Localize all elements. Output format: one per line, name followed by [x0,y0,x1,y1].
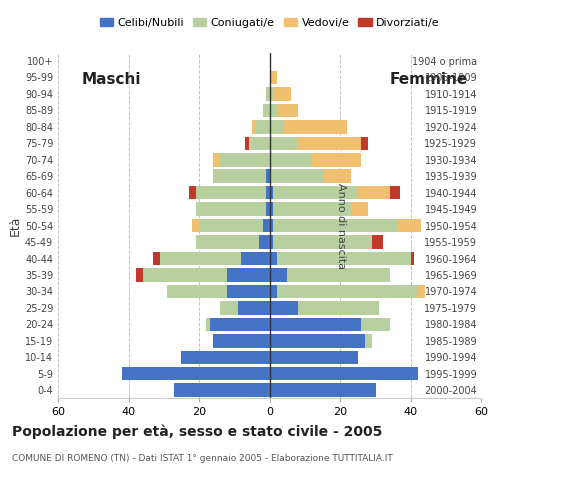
Text: Popolazione per età, sesso e stato civile - 2005: Popolazione per età, sesso e stato civil… [12,425,382,439]
Bar [270,120,284,133]
Bar [213,334,270,348]
Bar [270,252,277,265]
Bar [273,87,291,101]
Bar [270,104,277,117]
Bar [361,137,368,150]
Bar [266,87,270,101]
Bar [418,285,425,298]
Bar [270,285,277,298]
Bar [284,120,347,133]
Bar [248,137,270,150]
Text: Femmine: Femmine [389,72,467,86]
Bar [277,104,298,117]
Legend: Celibi/Nubili, Coniugati/e, Vedovi/e, Divorziati/e: Celibi/Nubili, Coniugati/e, Vedovi/e, Di… [95,13,444,32]
Bar [273,219,397,232]
Bar [175,384,270,397]
Bar [270,235,273,249]
Bar [227,285,270,298]
Bar [122,367,270,381]
Bar [195,186,266,199]
Bar [270,203,273,216]
Bar [351,203,368,216]
Bar [270,137,298,150]
Bar [397,219,422,232]
Bar [270,367,418,381]
Bar [277,252,411,265]
Bar [277,285,418,298]
Bar [227,268,270,282]
Bar [270,169,322,183]
Bar [160,252,241,265]
Bar [273,203,351,216]
Bar [263,104,270,117]
Bar [270,318,361,331]
Bar [372,235,383,249]
Bar [252,120,256,133]
Bar [322,169,351,183]
Bar [298,301,379,314]
Bar [213,153,220,167]
Bar [188,186,195,199]
Bar [256,120,270,133]
Bar [270,301,298,314]
Bar [270,334,365,348]
Bar [270,384,376,397]
Bar [182,350,270,364]
Bar [270,87,273,101]
Bar [199,219,263,232]
Bar [270,268,287,282]
Bar [259,235,270,249]
Bar [143,268,227,282]
Bar [241,252,270,265]
Bar [411,252,414,265]
Bar [220,301,238,314]
Bar [266,203,270,216]
Bar [192,219,199,232]
Bar [210,318,270,331]
Bar [238,301,270,314]
Bar [361,318,390,331]
Bar [266,169,270,183]
Bar [195,203,266,216]
Bar [270,71,277,84]
Bar [270,350,358,364]
Bar [263,219,270,232]
Bar [270,153,312,167]
Bar [206,318,210,331]
Bar [312,153,361,167]
Text: Maschi: Maschi [81,72,141,86]
Bar [220,153,270,167]
Bar [287,268,390,282]
Bar [195,235,259,249]
Bar [273,235,372,249]
Bar [358,186,390,199]
Text: COMUNE DI ROMENO (TN) - Dati ISTAT 1° gennaio 2005 - Elaborazione TUTTITALIA.IT: COMUNE DI ROMENO (TN) - Dati ISTAT 1° ge… [12,454,392,463]
Bar [266,186,270,199]
Bar [390,186,400,199]
Bar [298,137,361,150]
Bar [136,268,143,282]
Bar [153,252,160,265]
Y-axis label: Età: Età [9,216,22,236]
Bar [213,169,266,183]
Y-axis label: Anno di nascita: Anno di nascita [336,182,346,269]
Bar [270,186,273,199]
Bar [168,285,227,298]
Bar [365,334,372,348]
Bar [273,186,358,199]
Bar [245,137,248,150]
Bar [270,219,273,232]
